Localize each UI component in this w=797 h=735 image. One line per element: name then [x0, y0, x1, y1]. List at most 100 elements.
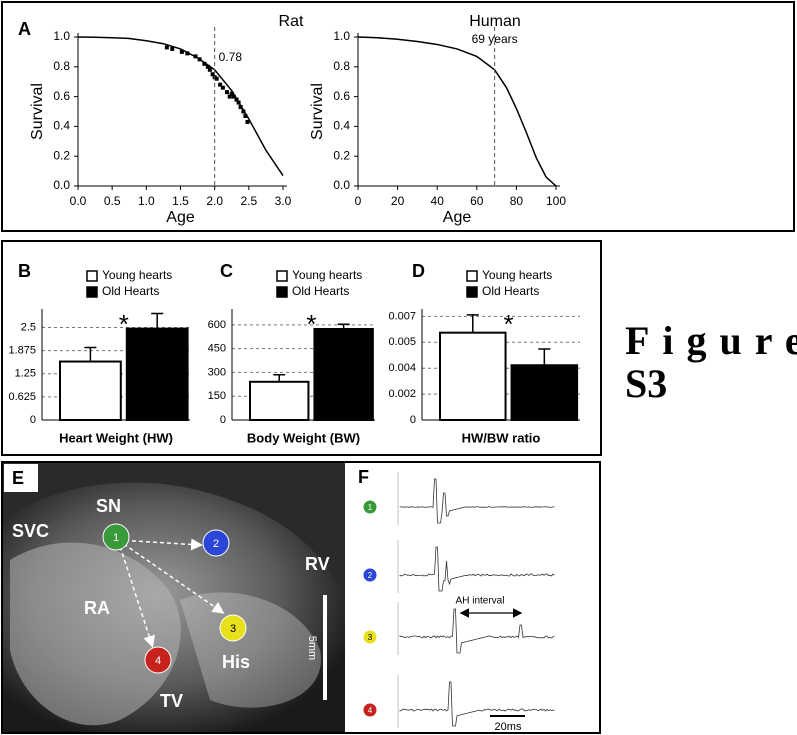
- y-tick-label: 450: [208, 343, 226, 355]
- data-point: [202, 61, 207, 66]
- data-point: [220, 85, 225, 90]
- error-bar: [337, 323, 350, 329]
- electrode-label: 2: [213, 538, 219, 550]
- data-point: [179, 49, 184, 54]
- electrode-label: 2: [368, 571, 373, 580]
- data-point: [197, 57, 202, 62]
- marker-label: 0.78: [219, 50, 243, 64]
- legend-swatch: [466, 286, 478, 298]
- photo-panel: E SVC SN RA His RV TV 1 2 3 4 5mm: [3, 463, 345, 732]
- electrode-label: 3: [368, 633, 373, 642]
- x-tick-label: 3.0: [275, 194, 292, 208]
- trace: [399, 478, 555, 524]
- panel-label: F: [358, 467, 369, 487]
- data-point: [234, 97, 239, 102]
- legend-label: Young hearts: [102, 268, 172, 282]
- y-tick-label: 0: [410, 414, 416, 426]
- trace: [399, 608, 555, 654]
- y-tick-label: 150: [208, 390, 226, 402]
- x-tick-label: 0.0: [70, 194, 87, 208]
- region-label: TV: [160, 691, 183, 711]
- bar: [59, 360, 122, 422]
- region-label: His: [222, 652, 250, 672]
- arrow: [117, 539, 225, 614]
- annotation: *: [306, 309, 316, 339]
- legend-swatch: [86, 286, 98, 298]
- tissue: [10, 542, 181, 726]
- bar: [439, 331, 507, 421]
- electrode: [202, 529, 230, 557]
- survival-curve: [77, 36, 284, 176]
- legend-label: Young hearts: [292, 268, 362, 282]
- y-tick-label: 0: [30, 414, 36, 426]
- y-tick-label: 0.625: [8, 391, 36, 403]
- electrode: [219, 614, 247, 642]
- data-point: [236, 100, 241, 105]
- y-tick-label: 0.002: [388, 388, 416, 400]
- region-label: RA: [84, 598, 110, 618]
- x-axis-label: Age: [443, 209, 472, 226]
- x-tick-label: 2.5: [240, 194, 257, 208]
- x-tick-label: 100: [546, 194, 566, 208]
- data-point: [185, 51, 190, 56]
- data-point: [164, 45, 169, 50]
- y-tick-label: 0: [220, 414, 226, 426]
- y-tick-label: 1.0: [53, 29, 70, 43]
- data-point: [238, 105, 243, 110]
- x-axis-label: Heart Weight (HW): [59, 430, 173, 445]
- data-point: [229, 91, 234, 96]
- marker-label: 69 years: [472, 32, 518, 46]
- arrow: [117, 539, 155, 648]
- legend-swatch: [86, 270, 98, 282]
- electrode: [362, 567, 378, 583]
- data-point: [224, 90, 229, 95]
- electrode: [144, 646, 172, 674]
- panel-label: A: [18, 19, 31, 39]
- legend-swatch: [276, 286, 288, 298]
- x-tick-label: 2.0: [206, 194, 223, 208]
- x-tick-label: 80: [510, 194, 524, 208]
- scale-label: 5mm: [306, 636, 318, 660]
- legend-swatch: [466, 270, 478, 282]
- electrode-label: 3: [230, 623, 236, 635]
- bar: [249, 380, 310, 421]
- electrode: [362, 629, 378, 645]
- electrode-label: 4: [368, 706, 373, 715]
- y-tick-label: 0.8: [53, 59, 70, 73]
- x-tick-label: 1.5: [172, 194, 189, 208]
- legend-label: Old Hearts: [292, 284, 349, 298]
- y-tick-label: 0.0: [333, 178, 350, 192]
- data-point: [243, 113, 248, 118]
- y-tick-label: 0.6: [53, 89, 70, 103]
- electrode-label: 4: [155, 655, 161, 667]
- x-tick-label: 0.5: [104, 194, 121, 208]
- y-tick-label: 0.2: [333, 148, 350, 162]
- error-bar: [466, 314, 479, 333]
- y-tick-label: 0.4: [333, 119, 350, 133]
- y-tick-label: 0.007: [388, 310, 416, 322]
- y-tick-label: 0.004: [388, 362, 416, 374]
- bar: [125, 327, 189, 421]
- x-tick-label: 60: [470, 194, 484, 208]
- error-bar: [538, 348, 551, 366]
- data-point: [207, 67, 212, 72]
- legend-label: Old Hearts: [102, 284, 159, 298]
- data-point: [231, 94, 236, 99]
- x-axis-label: Body Weight (BW): [247, 430, 360, 445]
- figure-label: S3: [625, 361, 667, 406]
- y-tick-label: 2.5: [21, 321, 36, 333]
- electrode-label: 1: [368, 503, 373, 512]
- y-tick-label: 0.005: [388, 336, 416, 348]
- region-label: SN: [96, 496, 121, 516]
- trace: [399, 681, 555, 727]
- y-tick-label: 0.6: [333, 89, 350, 103]
- bar: [510, 364, 579, 421]
- error-bar: [84, 346, 97, 362]
- legend-swatch: [276, 270, 288, 282]
- figure-label: Figure: [625, 318, 797, 363]
- y-tick-label: 1.25: [15, 368, 36, 380]
- error-bar: [273, 374, 286, 382]
- panel-label: B: [18, 261, 31, 281]
- y-tick-label: 600: [208, 319, 226, 331]
